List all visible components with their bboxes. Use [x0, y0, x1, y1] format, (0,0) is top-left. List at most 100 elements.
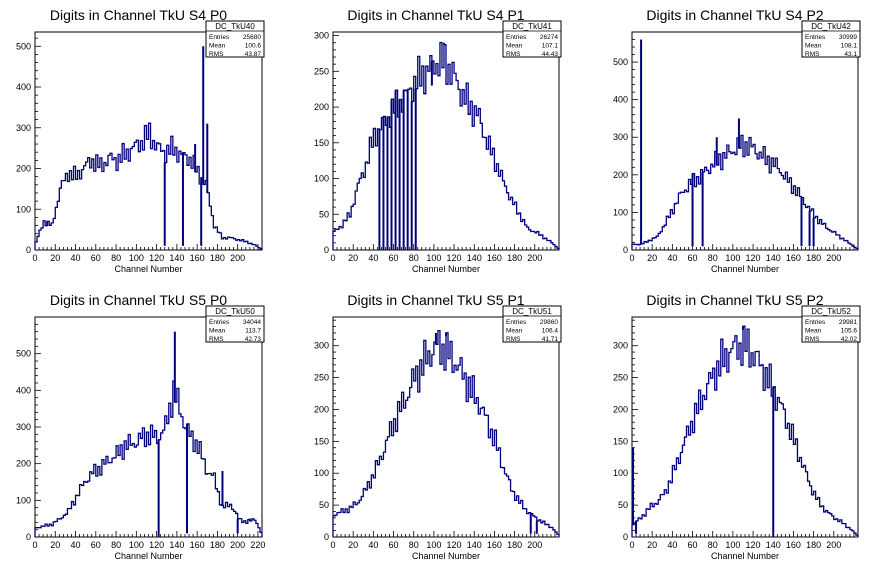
x-tick-label: 120 [149, 253, 164, 263]
stats-row-value: 26274 [540, 34, 558, 41]
y-tick-label: 300 [613, 132, 628, 142]
histogram-panel: Digits in Channel TkU S5 P0 0 20 40 60 80 100 1… [16, 292, 265, 561]
x-tick-label: 80 [409, 253, 419, 263]
x-axis-label: Channel Number [412, 551, 480, 561]
y-tick-label-zero: 0 [324, 245, 329, 255]
stats-box [205, 20, 265, 58]
stats-row-label: Entries [209, 319, 230, 326]
x-tick-label: 180 [210, 540, 225, 550]
histogram-series-line [34, 122, 263, 250]
stats-box-name: DC_TkU50 [215, 307, 255, 316]
x-tick-label: 140 [169, 253, 184, 263]
panel-title: Digits in Channel TkU S5 P1 [347, 292, 524, 308]
x-axis-label: Channel Number [114, 551, 182, 561]
histogram-panel: Digits in Channel TkU S4 P1 0 20 40 60 80 100 1… [314, 7, 562, 274]
y-tick-label: 500 [16, 349, 31, 359]
x-tick-label: 180 [806, 540, 821, 550]
histogram-series-line [34, 380, 263, 537]
x-tick-label: 120 [447, 253, 462, 263]
stats-box-name: DC_TkU41 [512, 22, 552, 31]
stats-row-label: Mean [506, 43, 523, 50]
x-tick-label: 0 [330, 540, 335, 550]
x-tick-label: 180 [806, 253, 821, 263]
x-tick-label: 100 [129, 540, 144, 550]
x-tick-label: 100 [426, 540, 441, 550]
stats-box-name: DC_TkU52 [811, 307, 851, 316]
x-tick-label: 160 [786, 540, 801, 550]
stats-row-label: Mean [805, 43, 822, 50]
x-tick-label: 160 [190, 540, 205, 550]
x-tick-label: 120 [746, 540, 761, 550]
stats-row-label: RMS [805, 336, 820, 343]
y-tick-label: 100 [314, 468, 329, 478]
x-tick-label: 60 [389, 540, 399, 550]
x-tick-label: 180 [210, 253, 225, 263]
x-tick-label: 60 [389, 253, 399, 263]
y-tick-label-zero: 0 [324, 532, 329, 542]
x-tick-label: 200 [826, 253, 841, 263]
stats-row-label: Mean [805, 328, 822, 335]
x-tick-label: 200 [527, 253, 542, 263]
x-tick-label: 60 [91, 540, 101, 550]
x-tick-label: 20 [50, 253, 60, 263]
y-tick-label: 400 [613, 95, 628, 105]
y-tick-label: 400 [16, 82, 31, 92]
y-tick-label-zero: 0 [623, 532, 628, 542]
stats-row-value: 44.43 [542, 51, 559, 58]
stats-row-label: Entries [209, 34, 230, 41]
y-tick-label: 150 [613, 436, 628, 446]
stats-row-label: Entries [506, 34, 527, 41]
histogram-panel: Digits in Channel TkU S5 P1 0 20 40 60 80 100 1… [314, 292, 562, 561]
stats-box [502, 20, 562, 58]
x-tick-label: 80 [708, 253, 718, 263]
x-tick-label: 200 [826, 540, 841, 550]
plot-frame [34, 31, 263, 251]
histogram-panel: Digits in Channel TkU S5 P2 0 20 40 60 80 100 1… [613, 292, 861, 561]
histogram-series-line [332, 41, 560, 250]
x-tick-label: 20 [348, 540, 358, 550]
y-tick-label: 50 [319, 500, 329, 510]
x-tick-label: 220 [250, 540, 265, 550]
x-tick-label: 140 [467, 540, 482, 550]
x-tick-label: 80 [708, 540, 718, 550]
stats-row-value: 43.87 [245, 51, 262, 58]
x-tick-label: 100 [725, 540, 740, 550]
x-tick-label: 100 [129, 253, 144, 263]
y-tick-label: 250 [314, 373, 329, 383]
x-tick-label: 180 [507, 253, 522, 263]
x-tick-label: 120 [149, 540, 164, 550]
stats-row-value: 106.4 [542, 328, 559, 335]
x-tick-label: 0 [32, 540, 37, 550]
stats-row-value: 43.1 [844, 51, 857, 58]
stats-box-name: DC_TkU51 [512, 307, 552, 316]
stats-row-label: Entries [805, 319, 826, 326]
y-tick-label: 150 [314, 138, 329, 148]
stats-row-value: 41.71 [542, 336, 559, 343]
x-axis-label: Channel Number [412, 264, 480, 274]
x-tick-label: 140 [169, 540, 184, 550]
y-tick-label: 200 [613, 404, 628, 414]
y-tick-label: 250 [314, 66, 329, 76]
stats-row-label: Entries [805, 34, 826, 41]
y-tick-label-zero: 0 [623, 245, 628, 255]
x-tick-label: 120 [447, 540, 462, 550]
x-tick-label: 40 [368, 540, 378, 550]
stats-row-label: RMS [506, 336, 521, 343]
x-tick-label: 60 [688, 253, 698, 263]
y-tick-label: 300 [16, 123, 31, 133]
y-tick-label: 250 [613, 373, 628, 383]
x-tick-label: 0 [629, 540, 634, 550]
stats-row-label: Mean [506, 328, 523, 335]
histogram-series-line [631, 325, 859, 537]
stats-row-value: 29860 [540, 319, 558, 326]
x-tick-label: 0 [32, 253, 37, 263]
x-tick-label: 200 [527, 540, 542, 550]
y-tick-label: 200 [16, 459, 31, 469]
y-tick-label: 50 [618, 500, 628, 510]
x-tick-label: 100 [426, 253, 441, 263]
y-tick-label: 100 [613, 207, 628, 217]
x-tick-label: 80 [111, 253, 121, 263]
stats-box-name: DC_TkU40 [215, 22, 255, 31]
stats-row-value: 34044 [243, 319, 261, 326]
